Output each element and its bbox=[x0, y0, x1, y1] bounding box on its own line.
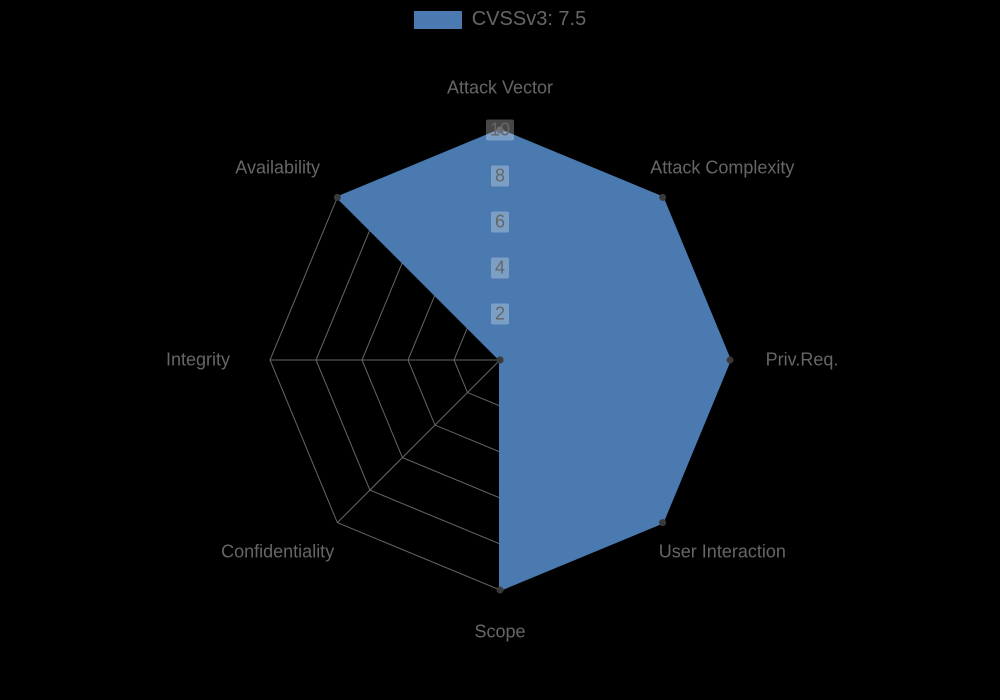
axis-label: Priv.Req. bbox=[766, 350, 839, 371]
data-point bbox=[497, 357, 504, 364]
tick-label: 8 bbox=[491, 166, 509, 187]
legend-label: CVSSv3: 7.5 bbox=[472, 8, 587, 30]
radar-svg bbox=[0, 0, 1000, 700]
data-point bbox=[727, 357, 734, 364]
axis-label: Attack Vector bbox=[447, 78, 553, 99]
tick-label: 2 bbox=[491, 304, 509, 325]
tick-label: 4 bbox=[491, 258, 509, 279]
radar-chart: CVSSv3: 7.5 2 4 6 8 10 Attack Vector Attack Co… bbox=[0, 0, 1000, 700]
data-point bbox=[334, 194, 341, 201]
data-point bbox=[659, 519, 666, 526]
axis-label: Confidentiality bbox=[221, 542, 334, 563]
chart-legend: CVSSv3: 7.5 bbox=[0, 8, 1000, 31]
axis-label: Scope bbox=[474, 622, 525, 643]
data-point bbox=[659, 194, 666, 201]
axis-label: User Interaction bbox=[659, 542, 786, 563]
spoke bbox=[337, 360, 500, 523]
data-point bbox=[497, 587, 504, 594]
axis-label: Attack Complexity bbox=[650, 157, 794, 178]
tick-label: 6 bbox=[491, 212, 509, 233]
tick-label: 10 bbox=[486, 120, 514, 141]
axis-label: Integrity bbox=[166, 350, 230, 371]
axis-label: Availability bbox=[235, 157, 320, 178]
legend-swatch bbox=[414, 11, 462, 29]
